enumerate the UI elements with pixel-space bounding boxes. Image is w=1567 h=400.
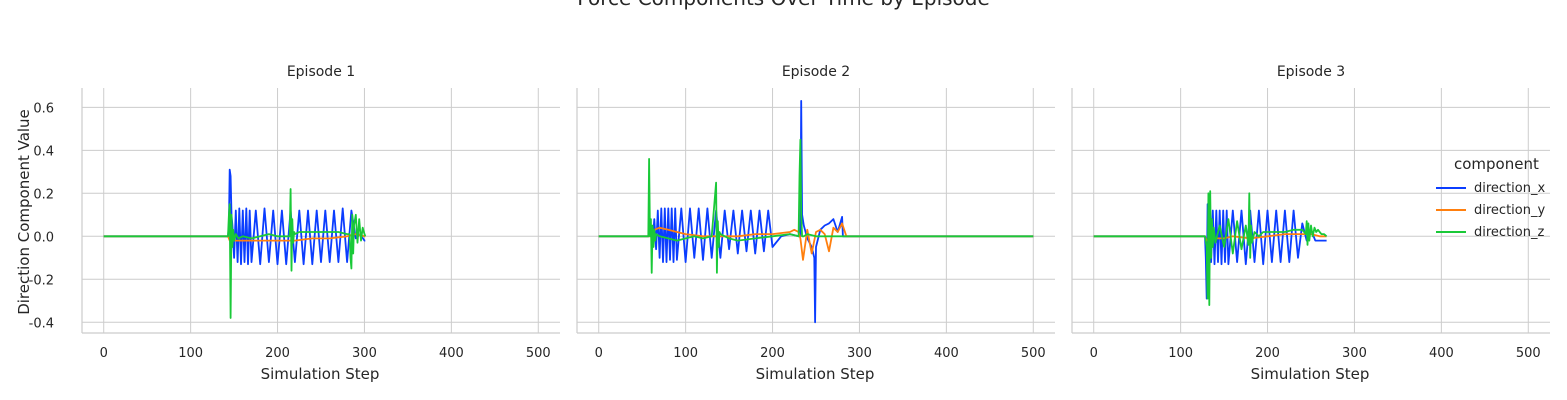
series-line-direction-y bbox=[598, 222, 1034, 261]
panel-episode-1: 0 100 200 300 400 500 -0.4 -0.2 0.0 0.2 0.4 0.6 bbox=[29, 88, 560, 361]
panel-episode-3: 0 100 200 300 400 500 bbox=[1071, 88, 1550, 361]
y-axis-label: Direction Component Value bbox=[15, 109, 33, 315]
panel-title-episode-2: Episode 2 bbox=[781, 64, 851, 80]
y-tick-label: -0.2 bbox=[29, 273, 54, 288]
legend-item-direction-z: direction_z bbox=[1428, 221, 1567, 243]
legend-swatch-direction-x bbox=[1436, 187, 1466, 189]
series-line-direction-z bbox=[1093, 190, 1328, 306]
legend-label-direction-z: direction_z bbox=[1474, 224, 1545, 240]
panel-episode-2: 0 100 200 300 400 500 bbox=[576, 88, 1055, 361]
series-line-direction-z bbox=[598, 138, 1034, 274]
legend-swatch-direction-y bbox=[1436, 209, 1466, 211]
x-tick-label: 400 bbox=[934, 346, 959, 361]
figure-title: Force Components Over Time by Episode bbox=[0, 0, 1567, 10]
x-tick-label: 100 bbox=[1168, 346, 1193, 361]
x-tick-label: 200 bbox=[1255, 346, 1280, 361]
legend-swatch-direction-z bbox=[1436, 231, 1466, 233]
x-axis-label-episode-1: Simulation Step bbox=[260, 365, 380, 383]
legend-item-direction-x: direction_x bbox=[1428, 177, 1567, 199]
legend-item-direction-y: direction_y bbox=[1428, 199, 1567, 221]
x-tick-label: 500 bbox=[526, 346, 551, 361]
x-tick-label: 300 bbox=[352, 346, 377, 361]
x-tick-label: 100 bbox=[178, 346, 203, 361]
legend: component direction_x direction_y direct… bbox=[1428, 155, 1567, 243]
x-tick-label: 100 bbox=[673, 346, 698, 361]
x-axis-label-episode-2: Simulation Step bbox=[755, 365, 875, 383]
x-tick-label: 500 bbox=[1021, 346, 1046, 361]
x-tick-label: 200 bbox=[265, 346, 290, 361]
series-line-direction-x bbox=[103, 168, 366, 266]
x-tick-label: 0 bbox=[100, 346, 108, 361]
series-line-direction-z bbox=[103, 188, 367, 319]
x-tick-label: 300 bbox=[847, 346, 872, 361]
x-tick-label: 400 bbox=[1429, 346, 1454, 361]
x-tick-label: 400 bbox=[439, 346, 464, 361]
legend-label-direction-y: direction_y bbox=[1474, 202, 1546, 218]
panel-title-episode-3: Episode 3 bbox=[1276, 64, 1346, 80]
x-tick-label: 200 bbox=[760, 346, 785, 361]
legend-label-direction-x: direction_x bbox=[1474, 180, 1546, 196]
y-tick-label: -0.4 bbox=[29, 316, 54, 331]
y-tick-label: 0.4 bbox=[33, 144, 54, 159]
panel-title-episode-1: Episode 1 bbox=[286, 64, 356, 80]
x-tick-label: 0 bbox=[595, 346, 603, 361]
y-tick-label: 0.6 bbox=[33, 101, 54, 116]
series-line-direction-x bbox=[598, 100, 1034, 324]
y-tick-label: 0.0 bbox=[33, 230, 54, 245]
x-tick-label: 500 bbox=[1516, 346, 1541, 361]
x-tick-label: 300 bbox=[1342, 346, 1367, 361]
x-tick-label: 0 bbox=[1090, 346, 1098, 361]
x-axis-label-episode-3: Simulation Step bbox=[1250, 365, 1370, 383]
y-tick-label: 0.2 bbox=[33, 187, 54, 202]
legend-title: component bbox=[1454, 155, 1539, 173]
